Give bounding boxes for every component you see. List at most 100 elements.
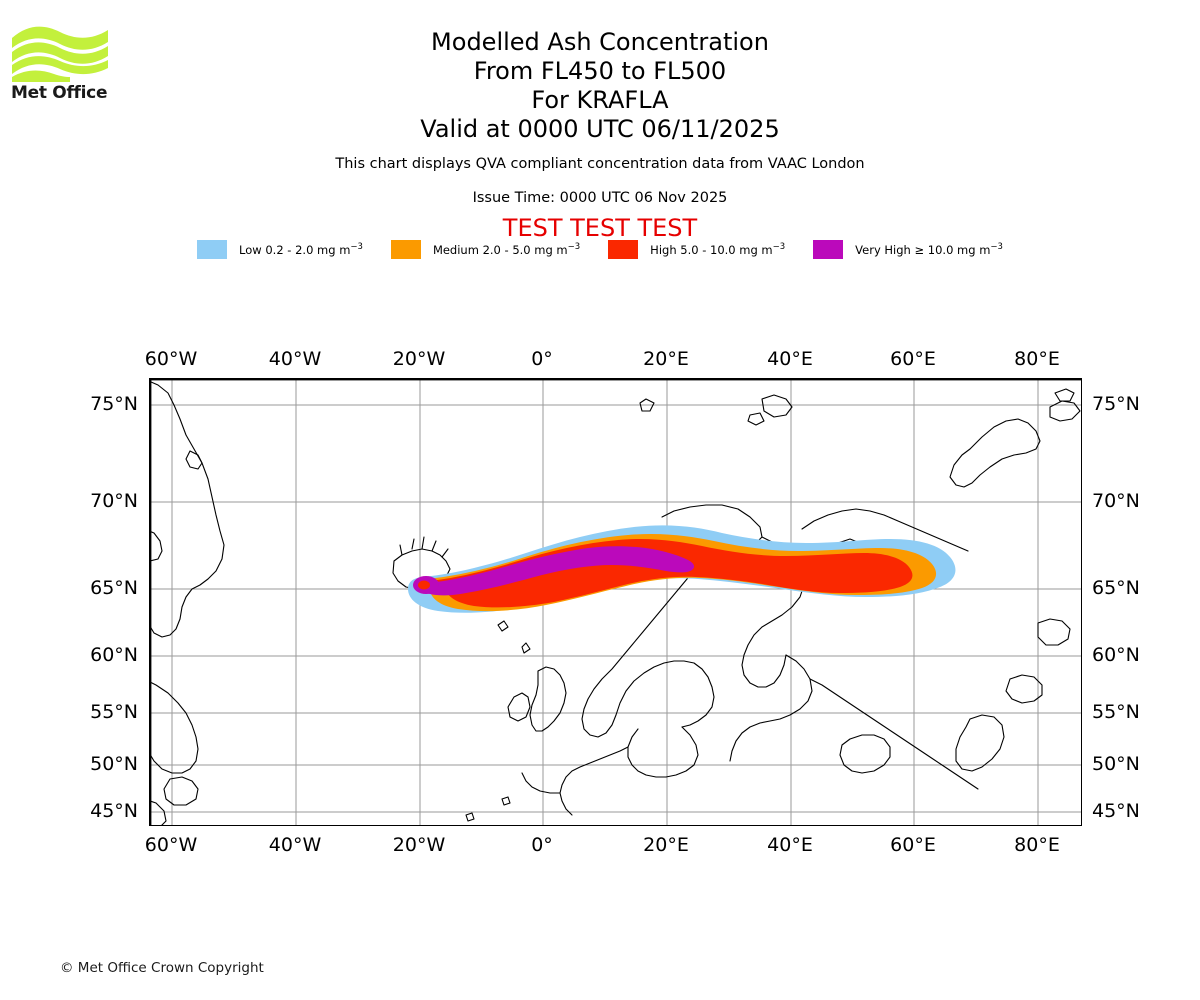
- black-sea-coastline: [839, 734, 891, 774]
- arctic-island-2: [1054, 388, 1075, 402]
- lat-label-right-70N: 70°N: [1092, 490, 1140, 512]
- great-britain-coastline: [529, 666, 567, 732]
- baltic-south-coast: [627, 726, 699, 778]
- legend-item-medium: Medium 2.0 - 5.0 mg m−3: [390, 240, 580, 259]
- legend-item-low: Low 0.2 - 2.0 mg m−3: [197, 240, 363, 259]
- lat-label-left-50N: 50°N: [90, 753, 138, 775]
- plume-contour-very-high: [419, 546, 695, 596]
- plume-source-core: [418, 580, 430, 590]
- iceland-fjords: [399, 536, 449, 558]
- title-line-4: Valid at 0000 UTC 06/11/2025: [420, 115, 780, 143]
- caspian-sea-coastline: [955, 714, 1005, 772]
- newfoundland-coastline: [163, 776, 199, 806]
- concentration-legend: Low 0.2 - 2.0 mg m−3 Medium 2.0 - 5.0 mg…: [0, 240, 1200, 259]
- legend-label-medium-exponent: −3: [567, 242, 581, 253]
- lon-label-top-60E: 60°E: [890, 348, 936, 370]
- faroe-islands: [497, 620, 509, 632]
- page-title: Modelled Ash Concentration From FL450 to…: [0, 28, 1200, 144]
- english-channel: [521, 772, 561, 794]
- legend-swatch-low: [197, 240, 228, 259]
- lat-label-left-70N: 70°N: [90, 490, 138, 512]
- lat-label-right-65N: 65°N: [1092, 577, 1140, 599]
- legend-label-high: High 5.0 - 10.0 mg m−3: [650, 242, 785, 257]
- title-line-1: Modelled Ash Concentration: [431, 28, 769, 56]
- lon-label-top-40W: 40°W: [268, 348, 322, 370]
- novaya-zemlya-coastline: [949, 418, 1041, 488]
- chart-subtitle: This chart displays QVA compliant concen…: [335, 156, 865, 172]
- shetland-islands: [521, 642, 531, 654]
- legend-item-high: High 5.0 - 10.0 mg m−3: [608, 240, 785, 259]
- lon-label-bottom-20E: 20°E: [643, 834, 689, 856]
- met-office-wave-icon: [12, 26, 108, 82]
- lon-label-bottom-0: 0°: [531, 834, 553, 856]
- lat-label-left-75N: 75°N: [90, 393, 138, 415]
- lat-label-left-55N: 55°N: [90, 701, 138, 723]
- lat-label-right-45N: 45°N: [1092, 800, 1140, 822]
- arctic-island-1: [1049, 400, 1081, 422]
- svalbard-coastline: [761, 394, 793, 418]
- lon-label-bottom-40W: 40°W: [268, 834, 322, 856]
- map-frame-border: [150, 379, 1081, 825]
- greenland-fjord: [150, 530, 163, 562]
- legend-label-medium-text: Medium 2.0 - 5.0 mg m: [432, 242, 568, 257]
- kola-arctic-coast: [801, 508, 969, 552]
- lat-label-right-60N: 60°N: [1092, 644, 1140, 666]
- russia-interior-line: [809, 678, 979, 790]
- lat-label-right-50N: 50°N: [1092, 753, 1140, 775]
- met-office-logo-text: Met Office: [11, 83, 108, 103]
- lon-label-top-0: 0°: [531, 348, 553, 370]
- baltic-east-coast: [729, 654, 813, 762]
- lon-label-top-60W: 60°W: [144, 348, 198, 370]
- legend-label-very-high-text: Very High ≥ 10.0 mg m: [855, 242, 991, 257]
- greenland-inlet: [185, 450, 203, 470]
- copyright-text: © Met Office Crown Copyright: [60, 960, 264, 976]
- lon-label-top-20E: 20°E: [643, 348, 689, 370]
- map-gridlines: [150, 379, 1081, 825]
- lat-label-right-55N: 55°N: [1092, 701, 1140, 723]
- svalbard-island-2: [747, 412, 765, 426]
- lat-label-left-65N: 65°N: [90, 577, 138, 599]
- legend-swatch-medium: [390, 240, 421, 259]
- test-banner: TEST TEST TEST: [502, 214, 698, 242]
- iceland-coastline: [392, 548, 451, 590]
- coastlines: [150, 380, 1081, 825]
- legend-label-low-exponent: −3: [350, 242, 363, 253]
- lat-label-left-45N: 45°N: [90, 800, 138, 822]
- jan-mayen-area: [639, 398, 655, 412]
- title-line-3: For KRAFLA: [531, 86, 669, 114]
- lon-label-bottom-80E: 80°E: [1014, 834, 1060, 856]
- europe-north-coast: [559, 746, 629, 816]
- greenland-coastline: [150, 380, 225, 638]
- lon-label-bottom-60E: 60°E: [890, 834, 936, 856]
- legend-label-medium: Medium 2.0 - 5.0 mg m−3: [433, 242, 580, 257]
- ash-concentration-map: [149, 378, 1082, 826]
- legend-label-low-text: Low 0.2 - 2.0 mg m: [239, 242, 351, 257]
- lon-label-bottom-60W: 60°W: [144, 834, 198, 856]
- map-canvas: [150, 379, 1081, 825]
- nova-scotia-area: [150, 800, 167, 825]
- ireland-coastline: [507, 692, 531, 722]
- aral-sea-area: [1005, 674, 1043, 704]
- lat-label-right-75N: 75°N: [1092, 393, 1140, 415]
- legend-item-very-high: Very High ≥ 10.0 mg m−3: [813, 240, 1003, 259]
- legend-label-very-high: Very High ≥ 10.0 mg m−3: [855, 242, 1003, 257]
- legend-label-high-text: High 5.0 - 10.0 mg m: [650, 242, 773, 257]
- legend-swatch-very-high: [813, 240, 844, 259]
- lon-label-bottom-20W: 20°W: [392, 834, 446, 856]
- legend-label-high-exponent: −3: [772, 242, 786, 253]
- small-island-2: [465, 812, 475, 822]
- lon-label-top-20W: 20°W: [392, 348, 446, 370]
- lon-label-top-80E: 80°E: [1014, 348, 1060, 370]
- legend-label-very-high-exponent: −3: [990, 242, 1003, 253]
- ural-lake-area: [1037, 618, 1071, 646]
- issue-time-text: Issue Time: 0000 UTC 06 Nov 2025: [472, 190, 728, 206]
- title-line-2: From FL450 to FL500: [473, 57, 727, 85]
- small-island-1: [501, 796, 511, 806]
- legend-label-low: Low 0.2 - 2.0 mg m−3: [239, 242, 363, 257]
- legend-swatch-high: [608, 240, 639, 259]
- ash-plume: [408, 525, 956, 613]
- lat-label-left-60N: 60°N: [90, 644, 138, 666]
- labrador-coastline: [150, 681, 199, 774]
- lon-label-bottom-40E: 40°E: [767, 834, 813, 856]
- met-office-logo: Met Office: [10, 22, 120, 112]
